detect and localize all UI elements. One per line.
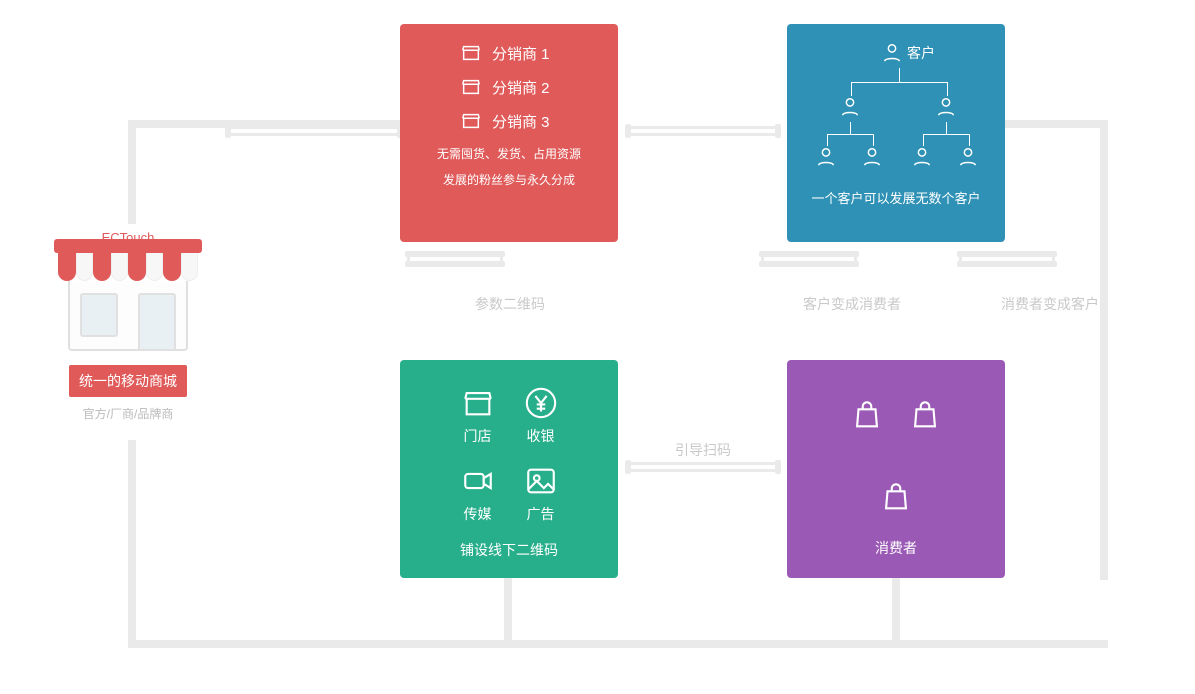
- tree-node: [839, 96, 861, 118]
- storefront-icon: [460, 42, 482, 64]
- store-label: 统一的移动商城: [69, 365, 187, 397]
- store-sub: 官方/厂商/品牌商: [58, 405, 198, 422]
- distributor-label: 分销商 3: [492, 111, 550, 132]
- purple-desc: 消费者: [803, 538, 989, 558]
- diagram-canvas: ECTouch 统一的移动商城 官方/厂商/品牌商 参数二: [0, 0, 1195, 694]
- green-cell-media: 传媒: [446, 464, 509, 524]
- green-cell-store: 门店: [446, 386, 509, 446]
- conn-blue-purple-r: [959, 254, 1055, 264]
- loop-left: [128, 120, 136, 224]
- storefront-icon: [460, 110, 482, 132]
- loop-green-down: [504, 578, 512, 640]
- distributor-label: 分销商 1: [492, 43, 550, 64]
- camera-icon: [461, 464, 495, 498]
- distributor-label: 分销商 2: [492, 77, 550, 98]
- person-icon: [957, 146, 979, 168]
- green-desc: 铺设线下二维码: [416, 540, 602, 560]
- green-cell-cash: 收银: [509, 386, 572, 446]
- store-block: ECTouch 统一的移动商城 官方/厂商/品牌商: [58, 230, 198, 422]
- person-icon: [815, 146, 837, 168]
- storefront-icon: [461, 386, 495, 420]
- shopping-bag-icon: [908, 398, 942, 432]
- image-icon: [524, 464, 558, 498]
- green-cell-label: 门店: [464, 428, 492, 444]
- loop-top2: [1005, 120, 1108, 128]
- blue-desc: 一个客户可以发展无数个客户: [803, 188, 989, 207]
- person-icon: [935, 96, 957, 118]
- conn-red-blue: [628, 126, 778, 136]
- flow-green-purple: 引导扫码: [668, 440, 738, 460]
- shopping-bag-icon: [850, 398, 884, 432]
- yen-circle-icon: [524, 386, 558, 420]
- tree-node: [911, 146, 933, 168]
- loop-purple-down: [892, 578, 900, 640]
- tree-root-label: 客户: [907, 43, 935, 63]
- green-box: 门店 收银 传媒 广告 铺设线下二维码: [400, 360, 618, 578]
- green-cell-label: 广告: [527, 506, 555, 522]
- purple-box: 消费者: [787, 360, 1005, 578]
- flow-blue-purple-r: 消费者变成客户: [990, 294, 1110, 314]
- green-cell-ad: 广告: [509, 464, 572, 524]
- distributor-row: 分销商 3: [416, 110, 602, 132]
- store-building: [68, 281, 188, 351]
- person-icon: [839, 96, 861, 118]
- storefront-icon: [460, 76, 482, 98]
- customer-tree: 客户: [803, 42, 989, 182]
- tree-node: [815, 146, 837, 168]
- tree-node: [935, 96, 957, 118]
- conn-blue-purple-l: [761, 254, 857, 264]
- red-desc-l1: 无需囤货、发货、占用资源: [416, 144, 602, 164]
- blue-box: 客户: [787, 24, 1005, 242]
- shopping-bag-icon: [879, 480, 913, 514]
- conn-green-purple: [628, 462, 778, 472]
- conn-store-red: [228, 126, 400, 136]
- flow-blue-purple-l: 客户变成消费者: [792, 294, 912, 314]
- green-cell-label: 收银: [527, 428, 555, 444]
- store-awning: [58, 249, 198, 281]
- tree-node: [861, 146, 883, 168]
- red-desc-l2: 发展的粉丝参与永久分成: [416, 170, 602, 190]
- loop-right-top: [1100, 120, 1108, 580]
- tree-node: [957, 146, 979, 168]
- person-icon: [881, 42, 903, 64]
- conn-red-green: [407, 254, 503, 264]
- red-box: 分销商 1 分销商 2 分销商 3 无需囤货、发货、占用资源 发展的粉丝参与永久…: [400, 24, 618, 242]
- flow-red-green: 参数二维码: [470, 294, 550, 314]
- distributor-row: 分销商 1: [416, 42, 602, 64]
- green-cell-label: 传媒: [464, 506, 492, 522]
- tree-root: 客户: [881, 42, 935, 64]
- loop-left2: [128, 440, 136, 648]
- loop-bottom: [128, 640, 1108, 648]
- person-icon: [911, 146, 933, 168]
- distributor-row: 分销商 2: [416, 76, 602, 98]
- person-icon: [861, 146, 883, 168]
